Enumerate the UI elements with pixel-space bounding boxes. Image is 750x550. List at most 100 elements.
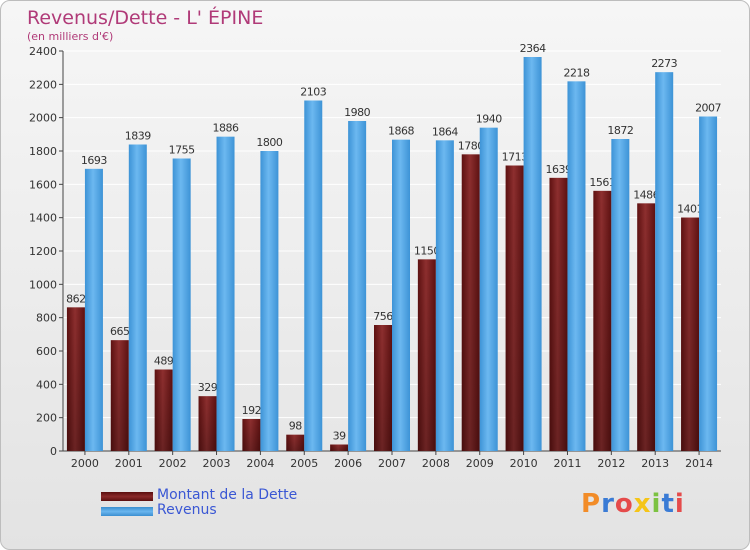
data-label-dette: 1780 [458, 139, 484, 152]
data-label-revenus: 1940 [476, 113, 502, 126]
x-tick-label: 2003 [203, 457, 231, 470]
data-label-revenus: 2103 [300, 86, 326, 99]
y-tick-label: 0 [50, 445, 57, 458]
bar-revenus [392, 139, 410, 451]
bar-revenus [84, 168, 103, 452]
bar-dette-shade [593, 190, 612, 452]
proxiti-logo: Proxiti [581, 489, 685, 519]
y-tick-label: 2400 [29, 45, 57, 58]
x-tick-label: 2001 [115, 457, 143, 470]
data-label-revenus: 1693 [81, 154, 107, 167]
data-label-dette: 489 [154, 355, 174, 368]
data-label-revenus: 1872 [607, 124, 633, 137]
logo-letter: x [633, 489, 652, 519]
bar-dette-shade [242, 419, 261, 451]
data-label-revenus: 1864 [432, 125, 458, 138]
data-label-revenus: 2218 [563, 66, 589, 79]
logo-letter: r [601, 489, 615, 519]
data-label-revenus: 2007 [695, 102, 721, 115]
x-tick-label: 2010 [510, 457, 538, 470]
data-label-dette: 1401 [677, 203, 703, 216]
bar-dette-shade [286, 434, 305, 451]
bar-dette-shade [198, 396, 217, 451]
y-tick-label: 1600 [29, 178, 57, 191]
data-label-revenus: 1868 [388, 125, 414, 138]
logo-letter: P [581, 489, 602, 519]
logo-letter: i [651, 489, 662, 519]
bar-revenus [435, 140, 454, 452]
chart-subtitle: (en milliers d'€) [27, 30, 114, 43]
bar-revenus [304, 100, 323, 451]
bar-revenus [567, 81, 586, 451]
data-label-dette: 329 [198, 381, 218, 394]
x-tick-label: 2004 [246, 457, 274, 470]
bar-dette-shade [549, 177, 568, 452]
x-tick-label: 2013 [641, 457, 669, 470]
data-label-dette: 862 [66, 292, 86, 305]
bar-revenus [172, 158, 191, 451]
data-label-dette: 1713 [502, 151, 528, 164]
data-label-dette: 1639 [545, 163, 571, 176]
x-tick-label: 2011 [553, 457, 581, 470]
chart-title: Revenus/Dette - L' ÉPINE [27, 7, 264, 29]
bar-revenus [699, 116, 718, 451]
data-label-revenus: 1839 [125, 130, 151, 143]
y-tick-label: 400 [36, 378, 57, 391]
y-tick-label: 1200 [29, 245, 57, 258]
legend-label-revenus: Revenus [157, 502, 217, 518]
bar-revenus [216, 136, 235, 451]
y-tick-label: 2200 [29, 78, 57, 91]
logo-letter: o [614, 489, 634, 519]
bar-revenus [611, 139, 630, 451]
data-label-dette: 39 [333, 430, 346, 443]
legend-swatch-dette [101, 492, 153, 501]
x-tick-label: 2012 [597, 457, 625, 470]
bar-dette-shade [154, 369, 173, 451]
bar-dette-shade [637, 203, 656, 451]
y-tick-label: 1400 [29, 212, 57, 225]
x-tick-label: 2009 [466, 457, 494, 470]
x-tick-label: 2014 [685, 457, 713, 470]
data-label-revenus: 1800 [256, 136, 282, 149]
bar-dette-shade [505, 165, 524, 451]
y-tick-label: 200 [36, 412, 57, 425]
legend-label-dette: Montant de la Dette [157, 487, 298, 503]
y-tick-label: 600 [36, 345, 57, 358]
bar-dette-shade [681, 217, 700, 451]
bar-revenus [479, 127, 498, 452]
data-label-dette: 1561 [589, 176, 615, 189]
bar-revenus [348, 121, 367, 451]
data-label-revenus: 1980 [344, 106, 370, 119]
data-label-dette: 98 [289, 420, 302, 433]
data-label-dette: 665 [110, 325, 130, 338]
legend-swatch-revenus [101, 507, 153, 516]
logo-letter: i [674, 489, 685, 519]
y-tick-label: 1000 [29, 278, 57, 291]
x-tick-label: 2002 [159, 457, 187, 470]
logo-letter: t [661, 489, 675, 519]
bar-dette-shade [110, 340, 129, 451]
data-label-revenus: 1755 [169, 144, 195, 157]
data-label-revenus: 2364 [520, 42, 546, 55]
x-tick-label: 2007 [378, 457, 406, 470]
bar-revenus [655, 72, 674, 452]
bar-revenus [523, 57, 542, 451]
x-tick-label: 2000 [71, 457, 99, 470]
y-tick-label: 800 [36, 312, 57, 325]
bar-dette-shade [461, 154, 480, 452]
bar-dette-shade [330, 444, 349, 451]
x-tick-label: 2006 [334, 457, 362, 470]
data-label-dette: 1150 [414, 244, 440, 257]
data-label-dette: 192 [242, 404, 262, 417]
data-label-revenus: 1886 [213, 122, 239, 135]
y-tick-label: 2000 [29, 112, 57, 125]
bar-dette-shade [66, 307, 85, 451]
x-tick-label: 2008 [422, 457, 450, 470]
bar-revenus [260, 151, 279, 451]
data-label-revenus: 2273 [651, 57, 677, 70]
data-label-dette: 1486 [633, 188, 659, 201]
bar-dette-shade [417, 259, 436, 451]
bar-revenus [128, 144, 147, 451]
